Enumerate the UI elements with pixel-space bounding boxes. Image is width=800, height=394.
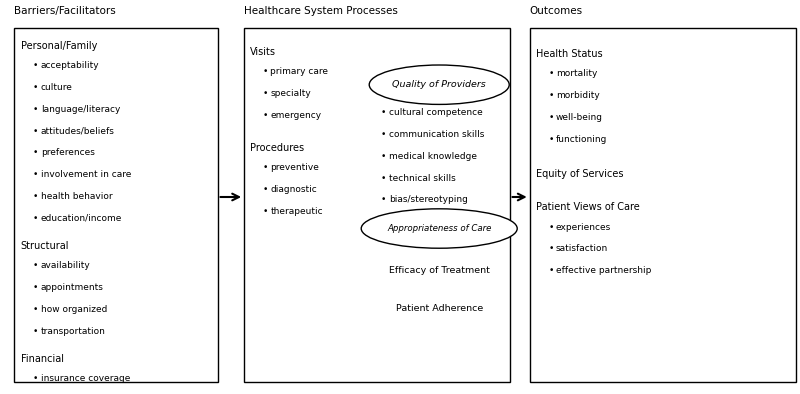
Text: language/literacy: language/literacy [41,105,120,114]
Text: •: • [381,152,386,161]
Text: •: • [262,111,268,120]
Text: Quality of Providers: Quality of Providers [392,80,486,89]
Text: •: • [33,327,38,336]
Text: •: • [262,164,268,172]
Text: •: • [548,91,554,100]
Text: •: • [33,83,38,92]
Text: insurance coverage: insurance coverage [41,374,130,383]
Text: •: • [548,135,554,143]
Text: health behavior: health behavior [41,192,113,201]
Text: acceptability: acceptability [41,61,99,71]
Text: Barriers/Facilitators: Barriers/Facilitators [14,6,116,16]
Text: Personal/Family: Personal/Family [21,41,97,51]
Text: •: • [33,127,38,136]
Text: how organized: how organized [41,305,107,314]
Text: attitudes/beliefs: attitudes/beliefs [41,127,114,136]
Text: •: • [33,149,38,158]
Bar [244,28,510,382]
Text: emergency: emergency [270,111,322,120]
Text: •: • [262,207,268,216]
Text: •: • [381,130,386,139]
Text: Health Status: Health Status [536,49,602,59]
Text: Appropriateness of Care: Appropriateness of Care [387,224,491,233]
Text: •: • [33,214,38,223]
Text: •: • [262,67,268,76]
Text: •: • [381,174,386,182]
Text: •: • [548,244,554,253]
Text: primary care: primary care [270,67,329,76]
Text: therapeutic: therapeutic [270,207,323,216]
Text: •: • [548,223,554,232]
Text: •: • [33,61,38,71]
Bar [14,28,218,382]
Text: communication skills: communication skills [389,130,484,139]
Text: •: • [262,185,268,194]
Text: •: • [33,283,38,292]
Text: •: • [262,89,268,98]
Text: Patient Views of Care: Patient Views of Care [536,203,640,212]
Text: preventive: preventive [270,164,319,172]
Text: effective partnership: effective partnership [556,266,651,275]
Text: •: • [33,262,38,270]
Text: medical knowledge: medical knowledge [389,152,477,161]
Text: appointments: appointments [41,283,104,292]
Text: culture: culture [41,83,73,92]
Text: transportation: transportation [41,327,106,336]
Text: Equity of Services: Equity of Services [536,169,623,179]
Text: Visits: Visits [250,47,277,57]
Text: Outcomes: Outcomes [530,6,582,16]
Text: availability: availability [41,262,90,270]
Text: Procedures: Procedures [250,143,305,153]
Text: specialty: specialty [270,89,311,98]
Text: •: • [33,170,38,179]
Text: technical skills: technical skills [389,174,455,182]
Text: Healthcare System Processes: Healthcare System Processes [244,6,398,16]
Text: involvement in care: involvement in care [41,170,131,179]
Text: cultural competence: cultural competence [389,108,482,117]
Ellipse shape [362,209,518,248]
Text: •: • [33,105,38,114]
Text: experiences: experiences [556,223,611,232]
Text: education/income: education/income [41,214,122,223]
Text: •: • [548,113,554,122]
Text: •: • [381,195,386,204]
Text: bias/stereotyping: bias/stereotyping [389,195,468,204]
Text: preferences: preferences [41,149,94,158]
Text: Efficacy of Treatment: Efficacy of Treatment [389,266,490,275]
Text: well-being: well-being [556,113,603,122]
Text: •: • [381,108,386,117]
Text: mortality: mortality [556,69,598,78]
Text: •: • [33,305,38,314]
Text: •: • [548,69,554,78]
Text: •: • [33,192,38,201]
Text: Financial: Financial [21,354,64,364]
Ellipse shape [370,65,510,104]
Text: satisfaction: satisfaction [556,244,608,253]
Text: Patient Adherence: Patient Adherence [395,304,483,313]
Text: •: • [33,374,38,383]
Bar [530,28,796,382]
Text: diagnostic: diagnostic [270,185,317,194]
Text: •: • [548,266,554,275]
Text: functioning: functioning [556,135,607,143]
Text: Structural: Structural [21,242,70,251]
Text: morbidity: morbidity [556,91,600,100]
